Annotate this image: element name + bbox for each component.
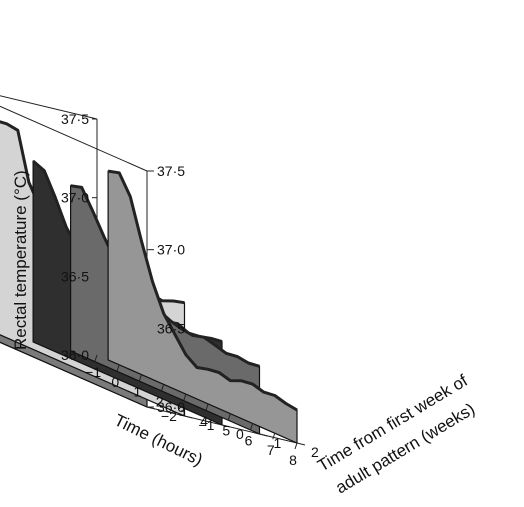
x-tick-label: 2 — [156, 393, 164, 409]
x-tick-8 — [272, 433, 276, 440]
z-tick--1 — [184, 415, 193, 419]
z-tick-label: 2 — [311, 444, 319, 460]
z-tick-label: −2 — [161, 408, 177, 424]
x-tick-label: 6 — [245, 432, 253, 448]
x-tick-2 — [138, 374, 142, 381]
x-tick-label: 8 — [289, 452, 297, 468]
x-tick-1 — [116, 364, 120, 371]
x-tick-label: 3 — [178, 403, 186, 419]
x-tick-label: 7 — [267, 442, 275, 458]
y-tick-label-left: 37·5 — [61, 111, 89, 127]
y-tick-label-right: 37·5 — [157, 163, 185, 179]
y-tick-label-right: 36·0 — [157, 399, 185, 415]
x-axis-label: Time (hours) — [111, 411, 205, 470]
x-tick-label: 0 — [111, 374, 119, 390]
back-top-edge — [0, 105, 148, 172]
z-tick-2 — [296, 442, 306, 446]
z-tick-0 — [221, 424, 231, 428]
z-tick-label: 0 — [236, 426, 244, 442]
z-tick-label: −1 — [199, 417, 215, 433]
x-tick-5 — [205, 403, 209, 411]
tick-labels: 36·036·036·536·537·037·037·537·5−1012345… — [61, 111, 319, 468]
y-tick-label-left: 36·5 — [61, 268, 89, 284]
left-top-edge — [0, 95, 98, 120]
y-axis-label: Rectal temperature (°C) — [11, 170, 30, 350]
z-tick-label: 1 — [274, 435, 282, 451]
x-tick-label: 1 — [134, 384, 142, 400]
x-tick-9 — [294, 442, 298, 450]
x-tick-6 — [227, 413, 231, 420]
z-tick--2 — [146, 406, 156, 410]
x-tick-label: −1 — [85, 364, 101, 380]
x-tick-0 — [94, 354, 98, 362]
y-tick-label-left: 36·0 — [61, 347, 89, 363]
y-tick-label-left: 37·0 — [61, 190, 89, 206]
x-tick-label: 4 — [200, 413, 208, 429]
series-panels — [0, 120, 306, 446]
x-tick-7 — [250, 423, 254, 430]
y-tick-label-right: 37·0 — [157, 242, 185, 258]
z-tick-1 — [259, 433, 268, 437]
y-tick-label-right: 36·5 — [157, 320, 185, 336]
panel-rim-week-2 — [107, 169, 298, 412]
x-tick-3 — [161, 384, 165, 391]
x-tick-label: 5 — [222, 423, 230, 439]
x-tick-4 — [183, 393, 187, 401]
